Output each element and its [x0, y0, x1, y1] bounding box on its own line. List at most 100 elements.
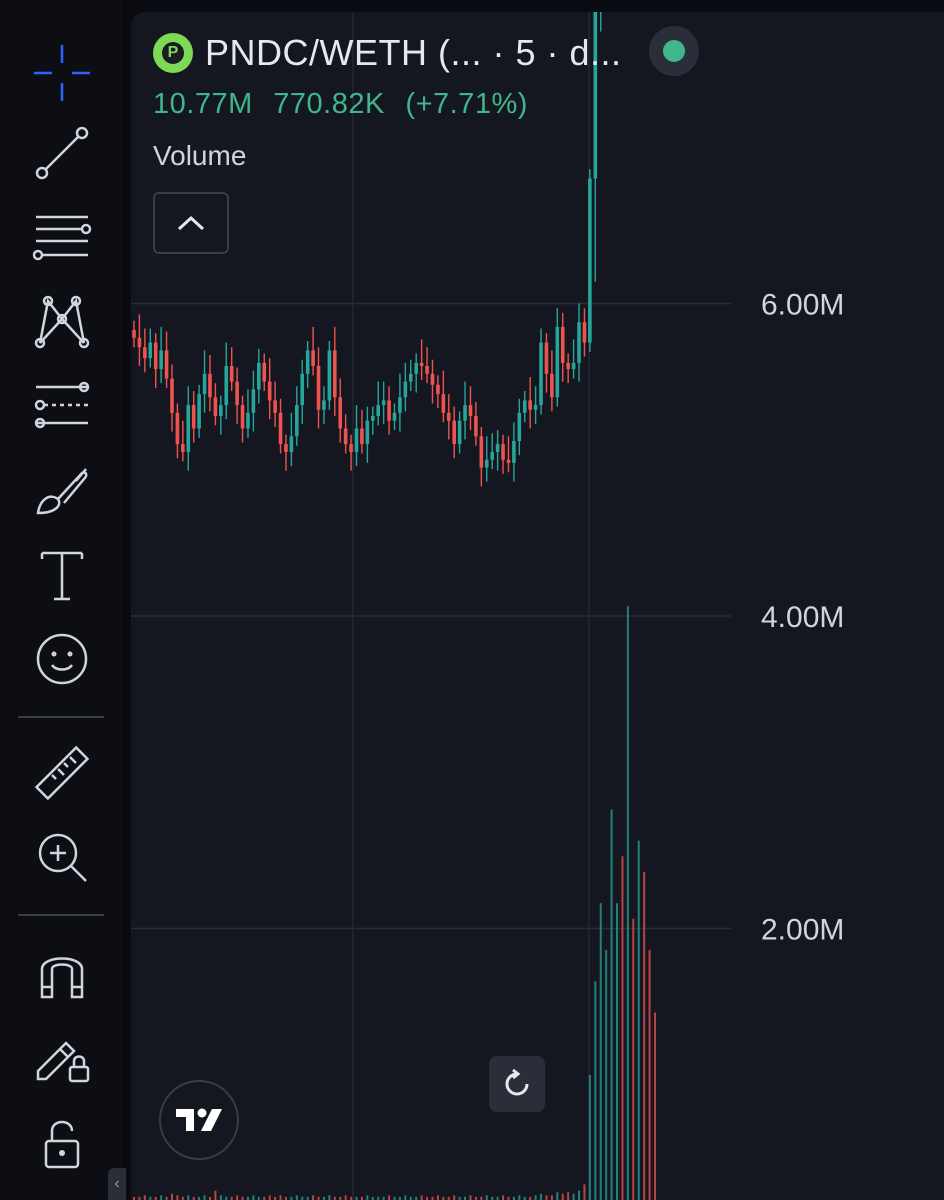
- volume-bar: [236, 1195, 239, 1200]
- long-position-icon[interactable]: [22, 370, 102, 440]
- volume-bar: [415, 1196, 418, 1200]
- candle-body: [202, 373, 207, 395]
- volume-bar: [474, 1196, 477, 1200]
- volume-bar: [464, 1196, 467, 1200]
- candle-body: [430, 373, 435, 385]
- live-status-indicator: [649, 26, 699, 76]
- volume-bar: [409, 1196, 412, 1200]
- zoom-in-icon[interactable]: [22, 822, 102, 892]
- text-tool-icon[interactable]: [22, 540, 102, 610]
- candle-body: [571, 362, 576, 370]
- unlock-icon[interactable]: [22, 1108, 102, 1178]
- volume-bar: [588, 1075, 591, 1200]
- candle-body: [560, 326, 565, 363]
- tradingview-logo[interactable]: [159, 1080, 239, 1160]
- volume-bar: [447, 1196, 450, 1200]
- ruler-icon[interactable]: [22, 738, 102, 808]
- candle-body: [213, 397, 218, 416]
- volume-bar: [366, 1195, 369, 1200]
- candle-body: [257, 362, 261, 390]
- candle-body: [148, 342, 153, 359]
- candle-body: [517, 412, 522, 441]
- candle-body: [392, 412, 397, 421]
- volume-bar: [572, 1193, 575, 1200]
- volume-bar: [284, 1196, 287, 1200]
- candle-body: [365, 420, 370, 445]
- volume-bar: [469, 1195, 472, 1200]
- volume-bar: [621, 856, 624, 1200]
- collapse-indicators-button[interactable]: [153, 192, 229, 254]
- candle-body: [533, 405, 538, 410]
- volume-bar: [453, 1195, 456, 1200]
- symbol-header[interactable]: P PNDC/WETH (... · 5 · d...: [153, 32, 622, 74]
- lock-drawing-icon[interactable]: [22, 1022, 102, 1092]
- toolbar-collapse-handle[interactable]: ‹: [108, 1168, 126, 1200]
- candle-body: [338, 397, 343, 429]
- volume-bar: [344, 1195, 347, 1200]
- candle-body: [381, 400, 386, 406]
- magnet-icon[interactable]: [22, 938, 102, 1008]
- volume-bar: [154, 1196, 157, 1200]
- candle-body: [153, 342, 158, 370]
- candle-body: [132, 330, 136, 338]
- candle-body: [588, 178, 592, 343]
- volume-bar: [599, 903, 602, 1200]
- candle-body: [181, 444, 185, 452]
- candle-body: [501, 444, 505, 460]
- candle-body: [528, 400, 532, 410]
- volume-bar: [529, 1196, 532, 1200]
- brush-icon[interactable]: [22, 456, 102, 526]
- symbol-title[interactable]: PNDC/WETH (... · 5 · d...: [205, 32, 622, 73]
- volume-bar: [626, 606, 629, 1200]
- xabcd-pattern-icon[interactable]: [22, 286, 102, 356]
- volume-bar: [610, 809, 613, 1200]
- volume-bar: [317, 1196, 320, 1200]
- candle-body: [474, 416, 478, 437]
- volume-bar: [442, 1196, 445, 1200]
- candle-body: [186, 405, 191, 452]
- volume-bar: [518, 1195, 521, 1200]
- volume-bar: [371, 1196, 374, 1200]
- volume-bar: [583, 1184, 586, 1200]
- crosshair-icon[interactable]: [22, 38, 102, 108]
- candle-body: [175, 412, 180, 445]
- volume-bar: [312, 1195, 315, 1200]
- volume-bar: [149, 1196, 152, 1200]
- candle-body: [539, 342, 543, 406]
- candle-body: [512, 441, 516, 463]
- volume-bar: [241, 1196, 244, 1200]
- volume-bar: [550, 1195, 553, 1200]
- candle-body: [208, 373, 212, 398]
- reset-chart-button[interactable]: [489, 1056, 545, 1112]
- volume-bar: [187, 1195, 190, 1200]
- price-change: 770.82K: [273, 88, 385, 120]
- volume-bar: [133, 1196, 135, 1200]
- volume-bar: [274, 1196, 277, 1200]
- candle-body: [495, 444, 500, 452]
- candle-body: [224, 366, 229, 406]
- volume-bar: [534, 1195, 537, 1200]
- candle-body: [484, 459, 489, 468]
- volume-bar: [393, 1196, 396, 1200]
- volume-bar: [512, 1196, 515, 1200]
- fib-retracement-icon[interactable]: [22, 202, 102, 272]
- candle-body: [370, 416, 375, 421]
- candle-body: [316, 366, 321, 410]
- candle-body: [544, 342, 549, 374]
- volume-bar: [192, 1196, 195, 1200]
- last-price: 10.77M: [153, 88, 253, 120]
- candle-body: [240, 405, 245, 429]
- volume-bar: [268, 1195, 271, 1200]
- candle-body: [143, 347, 147, 359]
- volume-bar: [377, 1196, 380, 1200]
- volume-indicator-label[interactable]: Volume: [153, 140, 247, 171]
- trend-line-icon[interactable]: [22, 118, 102, 188]
- price-chart[interactable]: 14.00M12.00M10.00M8.00M6.00M4.00M2.00M10…: [131, 12, 944, 1200]
- volume-bar: [404, 1195, 407, 1200]
- candle-body: [349, 444, 353, 452]
- chart-pane[interactable]: 14.00M12.00M10.00M8.00M6.00M4.00M2.00M10…: [131, 12, 944, 1200]
- volume-bar: [567, 1192, 570, 1200]
- emoji-icon[interactable]: [22, 624, 102, 694]
- volume-bar: [502, 1195, 505, 1200]
- volume-bar: [616, 903, 619, 1200]
